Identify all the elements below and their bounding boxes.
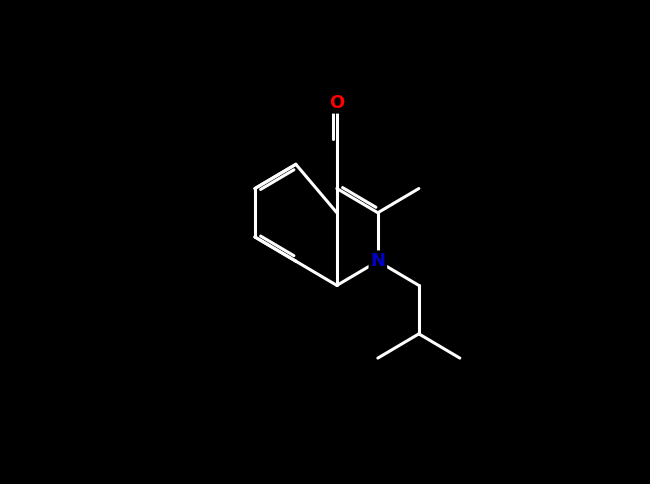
Text: O: O <box>330 94 344 112</box>
Text: N: N <box>370 252 385 270</box>
